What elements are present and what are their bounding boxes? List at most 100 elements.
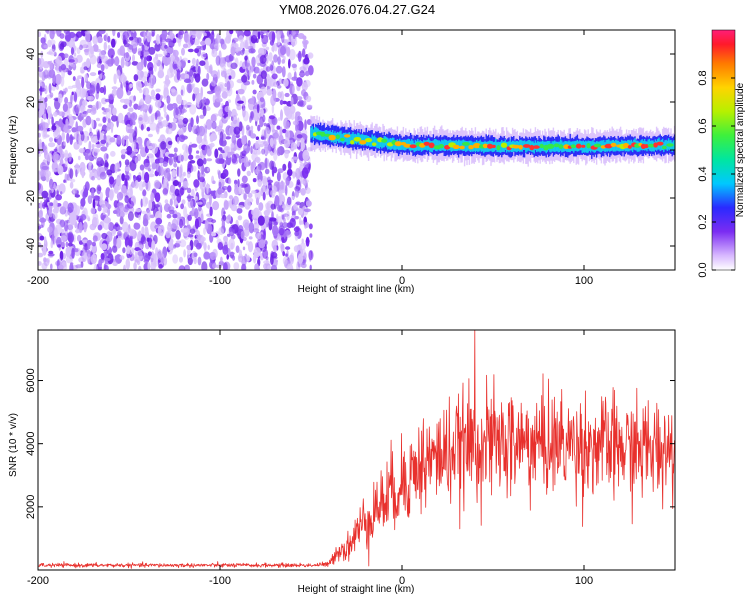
noise-speckle <box>68 114 73 122</box>
noise-speckle <box>161 120 169 127</box>
noise-speckle <box>243 227 250 237</box>
noise-speckle <box>182 57 188 62</box>
noise-speckle <box>199 45 206 51</box>
noise-speckle <box>262 248 269 259</box>
noise-speckle <box>39 170 47 177</box>
noise-speckle <box>222 244 229 255</box>
noise-speckle <box>98 258 103 268</box>
noise-speckle <box>92 198 96 210</box>
noise-speckle <box>100 253 105 260</box>
noise-speckle <box>171 218 179 230</box>
colorbar-tick-label: 0.0 <box>697 262 709 277</box>
noise-speckle <box>116 134 122 145</box>
noise-speckle <box>100 64 105 72</box>
noise-speckle <box>148 199 153 211</box>
noise-speckle <box>157 53 163 58</box>
noise-speckle <box>289 217 296 228</box>
noise-speckle <box>100 243 108 251</box>
noise-speckle <box>91 176 96 181</box>
noise-speckle <box>200 213 204 223</box>
noise-speckle <box>171 89 178 97</box>
noise-speckle <box>199 176 205 183</box>
spectrogram-xtick-label: -200 <box>27 275 49 287</box>
noise-speckle <box>235 30 242 35</box>
noise-speckle <box>177 154 182 162</box>
noise-speckle <box>205 119 213 130</box>
noise-speckle <box>220 70 227 78</box>
noise-speckle <box>239 257 242 262</box>
noise-speckle <box>251 80 255 85</box>
noise-speckle <box>305 200 312 207</box>
noise-speckle <box>103 219 110 231</box>
noise-speckle <box>70 47 75 56</box>
noise-speckle <box>52 169 58 173</box>
noise-speckle <box>216 158 222 165</box>
colorbar-tick-label: 0.2 <box>697 214 709 229</box>
noise-speckle <box>154 100 162 108</box>
signal-core <box>335 134 340 140</box>
noise-speckle <box>213 43 220 49</box>
noise-speckle <box>297 208 304 216</box>
noise-speckle <box>301 238 304 244</box>
noise-speckle <box>180 154 184 162</box>
spectrogram-ytick-label: -20 <box>25 190 37 206</box>
noise-speckle <box>210 70 218 78</box>
noise-speckle <box>71 91 74 96</box>
noise-speckle <box>261 47 267 55</box>
noise-speckle <box>309 233 313 238</box>
signal-core <box>487 143 493 149</box>
noise-speckle <box>69 245 73 251</box>
noise-speckle <box>265 46 270 51</box>
noise-speckle <box>287 160 292 171</box>
noise-speckle <box>211 232 217 237</box>
noise-speckle <box>62 103 68 112</box>
noise-speckle <box>218 181 222 189</box>
noise-speckle <box>138 117 143 121</box>
noise-speckle <box>225 136 232 140</box>
noise-speckle <box>126 200 134 209</box>
noise-speckle <box>126 227 130 235</box>
noise-speckle <box>143 31 146 41</box>
signal-core <box>461 142 470 146</box>
noise-speckle <box>87 95 95 101</box>
spectrogram-ytick-label: 0 <box>25 147 37 153</box>
noise-speckle <box>193 179 200 188</box>
noise-speckle <box>78 112 83 122</box>
noise-speckle <box>231 154 237 164</box>
noise-speckle <box>286 196 292 206</box>
noise-speckle <box>187 59 191 64</box>
noise-speckle <box>256 150 261 155</box>
noise-speckle <box>223 146 230 153</box>
noise-speckle <box>202 106 207 117</box>
noise-speckle <box>119 216 124 225</box>
noise-speckle <box>244 222 250 231</box>
noise-speckle <box>258 161 266 171</box>
noise-speckle <box>188 154 194 160</box>
noise-speckle <box>271 73 278 80</box>
noise-speckle <box>122 31 130 39</box>
noise-speckle <box>160 134 165 139</box>
noise-speckle <box>194 48 200 54</box>
spectrogram-heatmap <box>38 30 675 270</box>
noise-speckle <box>122 247 126 254</box>
noise-speckle <box>142 87 150 96</box>
noise-speckle <box>60 41 67 48</box>
noise-speckle <box>238 249 242 256</box>
noise-speckle <box>229 30 234 35</box>
noise-speckle <box>189 228 196 234</box>
noise-speckle <box>268 115 275 120</box>
noise-speckle <box>146 126 151 132</box>
noise-speckle <box>269 160 274 170</box>
noise-speckle <box>295 167 301 180</box>
noise-speckle <box>147 261 151 270</box>
noise-speckle <box>272 224 279 237</box>
noise-speckle <box>180 89 184 96</box>
signal-core <box>644 144 649 149</box>
noise-speckle <box>139 98 145 105</box>
noise-speckle <box>254 218 258 225</box>
noise-speckle <box>216 33 221 44</box>
noise-speckle <box>40 210 43 215</box>
noise-speckle <box>44 74 51 78</box>
noise-speckle <box>240 231 246 240</box>
